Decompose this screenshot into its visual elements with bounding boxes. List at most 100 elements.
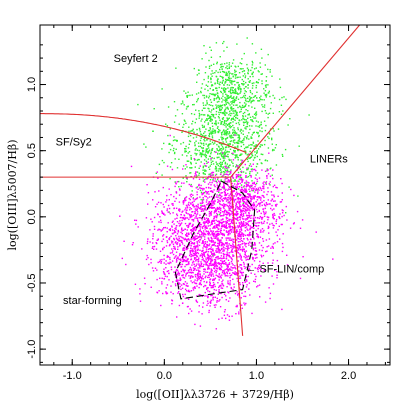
data-point — [247, 207, 249, 209]
data-point — [257, 121, 259, 123]
data-point — [237, 136, 239, 139]
data-point — [261, 99, 263, 101]
data-point — [237, 149, 239, 152]
data-point — [160, 202, 162, 204]
data-point — [242, 121, 245, 123]
data-point — [182, 293, 184, 296]
data-point — [216, 245, 218, 247]
data-point — [228, 239, 230, 241]
data-point — [245, 302, 247, 305]
data-point — [245, 218, 247, 220]
data-point — [223, 153, 226, 156]
data-point — [219, 75, 221, 77]
data-point — [255, 188, 257, 190]
data-point — [182, 201, 184, 203]
data-point — [201, 109, 203, 112]
data-point — [190, 163, 192, 165]
data-point — [200, 284, 202, 286]
data-point — [244, 205, 246, 208]
data-point — [195, 147, 197, 150]
data-point — [241, 186, 243, 189]
data-point — [200, 133, 202, 135]
data-point — [213, 244, 215, 246]
data-point — [199, 279, 202, 282]
data-point — [222, 148, 224, 150]
data-point — [266, 222, 268, 224]
data-point — [192, 276, 194, 278]
data-point — [257, 192, 259, 195]
data-point — [213, 258, 216, 261]
data-point — [235, 156, 237, 158]
data-point — [218, 109, 221, 111]
data-point — [225, 237, 227, 239]
data-point — [204, 276, 206, 279]
data-point — [235, 222, 237, 224]
data-point — [182, 165, 185, 167]
data-point — [161, 258, 163, 261]
data-point — [202, 230, 205, 232]
data-point — [184, 120, 186, 122]
data-point — [214, 263, 216, 265]
data-point — [246, 138, 248, 140]
data-point — [221, 287, 224, 289]
data-point — [260, 48, 263, 50]
data-point — [250, 156, 253, 158]
data-point — [243, 83, 245, 85]
data-point — [225, 253, 228, 256]
data-point — [278, 98, 281, 101]
data-point — [204, 261, 207, 263]
data-point — [244, 119, 246, 121]
data-point — [178, 272, 181, 275]
data-point — [232, 141, 235, 143]
data-point — [224, 197, 226, 199]
data-point — [252, 75, 254, 78]
data-point — [230, 226, 232, 228]
data-point — [211, 141, 214, 143]
data-point — [206, 162, 208, 164]
data-point — [238, 84, 240, 86]
data-point — [173, 239, 176, 241]
data-point — [212, 116, 215, 118]
data-point — [259, 66, 262, 68]
data-point — [268, 226, 270, 229]
data-point — [178, 304, 181, 307]
data-point — [232, 121, 234, 123]
data-point — [222, 156, 224, 158]
data-point — [232, 87, 234, 89]
data-point — [249, 156, 252, 159]
data-point — [197, 252, 200, 255]
data-point — [177, 246, 179, 248]
data-point — [224, 130, 226, 132]
data-point — [215, 87, 217, 90]
data-point — [186, 238, 188, 241]
data-point — [202, 265, 204, 267]
data-point — [241, 161, 243, 163]
data-point — [271, 194, 273, 196]
data-point — [265, 211, 267, 213]
data-point — [202, 225, 205, 227]
data-point — [194, 235, 197, 237]
data-point — [157, 201, 160, 204]
data-point — [192, 243, 194, 245]
data-point — [231, 205, 233, 207]
data-point — [189, 222, 192, 225]
data-point — [223, 214, 225, 217]
data-point — [179, 283, 181, 285]
data-point — [225, 79, 228, 81]
data-point — [260, 229, 262, 231]
data-point — [245, 81, 247, 84]
data-point — [159, 216, 161, 218]
data-point — [240, 228, 243, 230]
data-point — [228, 133, 230, 135]
data-point — [257, 225, 260, 227]
data-point — [221, 192, 223, 194]
data-point — [238, 86, 241, 88]
data-point — [223, 234, 225, 237]
data-point — [204, 153, 206, 155]
data-point — [246, 214, 248, 217]
data-point — [189, 254, 191, 257]
data-point — [196, 285, 198, 287]
data-point — [211, 258, 213, 260]
data-point — [187, 258, 189, 260]
data-point — [194, 121, 196, 124]
